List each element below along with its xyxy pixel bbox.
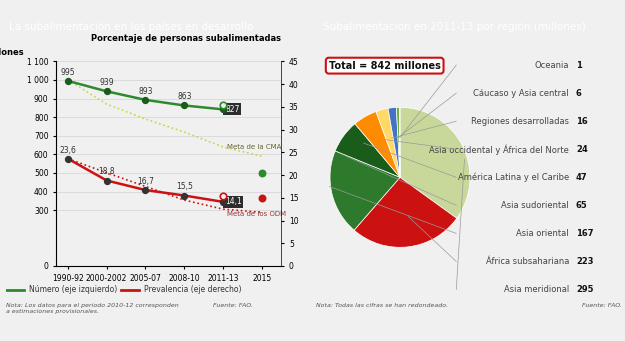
Text: 827: 827 [225, 105, 239, 114]
Text: Oceania: Oceania [534, 61, 569, 70]
Text: Asia meridional: Asia meridional [504, 285, 569, 294]
Text: Porcentaje de personas subalimentadas: Porcentaje de personas subalimentadas [91, 34, 281, 43]
Text: Nota: Todas las cifras se han redondeado.: Nota: Todas las cifras se han redondeado… [316, 303, 448, 309]
Text: Subalimentación en 2011-13 por región (millones): Subalimentación en 2011-13 por región (m… [323, 22, 586, 32]
Text: Millones: Millones [0, 48, 24, 57]
Wedge shape [335, 124, 400, 177]
Text: 6: 6 [576, 89, 582, 98]
Text: 939: 939 [99, 78, 114, 87]
Text: 1: 1 [576, 61, 582, 70]
Point [63, 78, 73, 84]
Wedge shape [355, 112, 400, 177]
Point [141, 187, 151, 193]
Wedge shape [396, 107, 400, 177]
Text: Prevalencia (eje derecho): Prevalencia (eje derecho) [144, 285, 242, 294]
Text: 167: 167 [576, 229, 594, 238]
Text: 223: 223 [576, 257, 594, 266]
Text: 16,7: 16,7 [137, 177, 154, 186]
Text: Meta de los ODM: Meta de los ODM [227, 211, 286, 217]
Point [218, 199, 228, 205]
Text: 14,1: 14,1 [225, 197, 242, 206]
Point [257, 170, 267, 176]
Point [179, 103, 189, 108]
Text: 24: 24 [576, 145, 587, 154]
Text: Asia occidental y África del Norte: Asia occidental y África del Norte [429, 144, 569, 154]
Point [102, 89, 112, 94]
Text: 47: 47 [576, 173, 587, 182]
Text: 16: 16 [576, 117, 587, 126]
Text: 65: 65 [576, 201, 587, 210]
Text: Meta de la CMA: Meta de la CMA [227, 144, 281, 150]
Text: 18,8: 18,8 [98, 167, 115, 176]
Text: Fuente: FAO.: Fuente: FAO. [213, 303, 253, 309]
Point [179, 193, 189, 198]
Point [218, 193, 228, 198]
Text: Asia oriental: Asia oriental [516, 229, 569, 238]
Text: 893: 893 [138, 87, 152, 96]
Text: 863: 863 [177, 92, 191, 101]
Point [218, 103, 228, 108]
Text: Fuente: FAO.: Fuente: FAO. [582, 303, 622, 309]
Wedge shape [376, 108, 400, 177]
Text: 23,6: 23,6 [59, 146, 76, 154]
Text: 295: 295 [576, 285, 594, 294]
Point [63, 156, 73, 161]
Wedge shape [400, 107, 470, 218]
Text: Asia sudoriental: Asia sudoriental [501, 201, 569, 210]
Text: Regiones desarrolladas: Regiones desarrolladas [471, 117, 569, 126]
Text: La subalimentación en los países en desarrollo: La subalimentación en los países en desa… [9, 22, 254, 32]
Text: Total = 842 millones: Total = 842 millones [329, 61, 441, 71]
Text: América Latina y el Caribe: América Latina y el Caribe [458, 173, 569, 182]
Wedge shape [354, 177, 457, 247]
Text: África subsahariana: África subsahariana [486, 257, 569, 266]
Text: 995: 995 [61, 68, 75, 77]
Text: Nota: Los datos para el periodo 2010-12 corresponden
a estimaciones provisionale: Nota: Los datos para el periodo 2010-12 … [6, 303, 179, 314]
Wedge shape [388, 107, 400, 177]
Point [141, 97, 151, 103]
Text: Número (eje izquierdo): Número (eje izquierdo) [29, 285, 118, 294]
Wedge shape [330, 151, 400, 230]
Point [218, 107, 228, 112]
Point [257, 195, 267, 201]
Text: 15,5: 15,5 [176, 182, 192, 191]
Point [102, 178, 112, 183]
Text: Cáucaso y Asia central: Cáucaso y Asia central [473, 89, 569, 98]
